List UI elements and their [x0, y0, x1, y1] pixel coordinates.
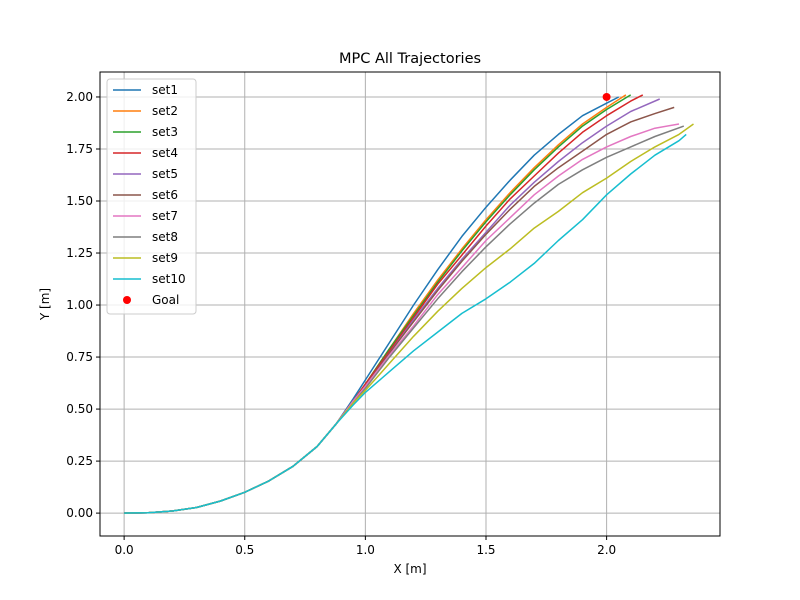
goal-marker-layer — [602, 92, 611, 101]
y-tick-label: 2.00 — [66, 90, 93, 104]
series-line-set4 — [124, 94, 644, 514]
x-tick-label: 0.0 — [115, 543, 134, 557]
series-line-set7 — [124, 123, 680, 514]
grid — [100, 72, 720, 536]
legend-label: set5 — [152, 167, 178, 181]
x-tick-label: 0.5 — [235, 543, 254, 557]
series-line-set9 — [124, 123, 694, 514]
series-line-set2 — [124, 94, 627, 514]
y-tick-label: 0.00 — [66, 506, 93, 520]
legend-label: Goal — [152, 293, 179, 307]
axes-frame — [99, 71, 721, 537]
y-tick-label: 0.25 — [66, 454, 93, 468]
y-axis-title: Y [m] — [38, 288, 52, 321]
legend-label: set10 — [152, 272, 186, 286]
legend-label: set8 — [152, 230, 178, 244]
chart-title: MPC All Trajectories — [339, 51, 481, 67]
legend: set1 set2 set3 set4 set5 set6 set7 set8 set9 set1… — [106, 78, 197, 315]
x-tick-label: 1.0 — [356, 543, 375, 557]
y-tick-label: 1.75 — [66, 142, 93, 156]
axis-ticks: 0.0 0.5 1.0 1.5 2.0 0.00 0.25 0.50 0.75 1.00 1.25 1… — [66, 90, 616, 557]
legend-label: set9 — [152, 251, 178, 265]
y-tick-label: 0.50 — [66, 402, 93, 416]
series-line-set6 — [124, 106, 675, 514]
legend-label: set1 — [152, 83, 178, 97]
legend-label: set3 — [152, 125, 178, 139]
series-line-set10 — [124, 133, 687, 514]
legend-label: set7 — [152, 209, 178, 223]
series-line-set3 — [124, 94, 632, 514]
x-tick-label: 2.0 — [597, 543, 616, 557]
legend-frame — [106, 78, 197, 315]
legend-swatch-goal — [123, 296, 131, 304]
y-tick-label: 1.00 — [66, 298, 93, 312]
y-tick-label: 1.50 — [66, 194, 93, 208]
legend-label: set4 — [152, 146, 178, 160]
x-tick-label: 1.5 — [476, 543, 495, 557]
plot-series — [124, 94, 694, 514]
legend-label: set6 — [152, 188, 178, 202]
goal-marker — [602, 92, 611, 101]
x-axis-title: X [m] — [393, 562, 426, 576]
legend-label: set2 — [152, 104, 178, 118]
y-tick-label: 0.75 — [66, 350, 93, 364]
y-tick-label: 1.25 — [66, 246, 93, 260]
